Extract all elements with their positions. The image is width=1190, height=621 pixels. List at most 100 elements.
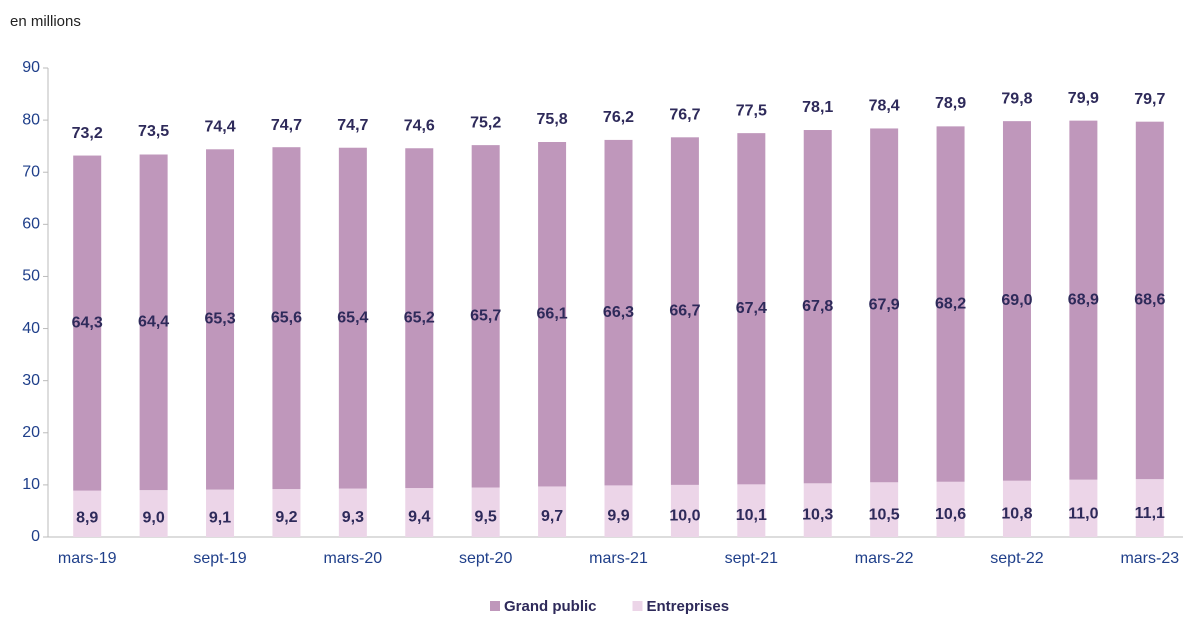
bar-segment: [870, 482, 899, 537]
bar-segment: [936, 481, 965, 537]
data-label: 10,8: [1001, 506, 1032, 523]
bar-segment: [538, 141, 567, 487]
data-label: 68,9: [1068, 291, 1099, 308]
bar-segment: [936, 126, 965, 482]
x-tick-label: mars-21: [589, 550, 648, 567]
bar-segment: [206, 149, 235, 490]
bar-segment: [870, 128, 899, 483]
data-label: 64,4: [138, 314, 169, 331]
data-label: 9,2: [275, 509, 297, 526]
y-tick-label: 30: [22, 372, 40, 389]
bar-segment: [471, 487, 500, 537]
y-tick-label: 40: [22, 320, 40, 337]
bar-segment: [139, 490, 168, 537]
y-tick-label: 80: [22, 111, 40, 128]
data-label: 65,3: [204, 311, 235, 328]
total-label: 76,2: [603, 109, 634, 126]
bar-segment: [737, 133, 766, 485]
data-label: 10,6: [935, 506, 966, 523]
bar-segment: [405, 488, 434, 537]
bar-segment: [471, 145, 500, 488]
data-label: 65,7: [470, 308, 501, 325]
total-label: 74,7: [337, 117, 368, 134]
data-label: 10,1: [736, 507, 767, 524]
data-label: 69,0: [1001, 292, 1032, 309]
bar-segment: [272, 147, 301, 490]
x-tick-label: sept-21: [725, 550, 778, 567]
y-tick-label: 20: [22, 424, 40, 441]
data-label: 67,9: [869, 297, 900, 314]
total-label: 76,7: [669, 107, 700, 124]
bar-segment: [338, 147, 367, 489]
total-label: 79,7: [1134, 91, 1165, 108]
total-label: 78,1: [802, 99, 833, 116]
x-tick-label: mars-23: [1120, 550, 1179, 567]
data-label: 65,2: [404, 309, 435, 326]
bar-segment: [1135, 479, 1164, 537]
bar-segment: [803, 483, 832, 537]
data-label: 8,9: [76, 510, 98, 527]
bar-segment: [1002, 480, 1031, 537]
bar-segment: [604, 485, 633, 537]
y-tick-label: 60: [22, 216, 40, 233]
data-label: 9,5: [475, 508, 497, 525]
total-label: 77,5: [736, 102, 767, 119]
data-label: 10,3: [802, 507, 833, 524]
bar-segment: [737, 484, 766, 537]
bar-segment: [73, 490, 102, 537]
data-label: 10,0: [669, 507, 700, 524]
data-label: 9,9: [607, 508, 629, 525]
bar-segment: [803, 130, 832, 484]
bar-segment: [670, 137, 699, 485]
bar-segment: [139, 154, 168, 491]
data-label: 65,4: [337, 309, 368, 326]
bar-segment: [538, 486, 567, 537]
x-tick-label: sept-20: [459, 550, 512, 567]
data-label: 66,7: [669, 302, 700, 319]
data-label: 9,7: [541, 508, 563, 525]
y-tick-label: 50: [22, 268, 40, 285]
data-label: 11,1: [1135, 505, 1165, 522]
bar-segment: [1069, 120, 1098, 480]
total-label: 78,9: [935, 95, 966, 112]
x-tick-label: sept-19: [193, 550, 246, 567]
legend-label: Entreprises: [647, 598, 730, 615]
data-label: 9,4: [408, 509, 430, 526]
data-label: 9,0: [142, 509, 164, 526]
bar-segment: [272, 489, 301, 537]
data-label: 67,4: [736, 300, 767, 317]
bar-segment: [206, 489, 235, 537]
bar-segment: [604, 139, 633, 486]
axis-label: en millions: [10, 13, 81, 30]
data-label: 67,8: [802, 298, 833, 315]
legend-label: Grand public: [504, 598, 597, 615]
data-label: 68,2: [935, 295, 966, 312]
total-label: 75,2: [470, 114, 501, 131]
data-label: 66,3: [603, 304, 634, 321]
bar-segment: [1002, 121, 1031, 481]
bar-segment: [338, 488, 367, 537]
legend-swatch: [632, 601, 643, 611]
data-label: 11,0: [1068, 505, 1098, 522]
total-label: 79,9: [1068, 90, 1099, 107]
data-label: 9,1: [209, 509, 231, 526]
x-tick-label: mars-19: [58, 550, 117, 567]
total-label: 79,8: [1001, 90, 1032, 107]
y-tick-label: 90: [22, 59, 40, 76]
y-tick-label: 10: [22, 476, 40, 493]
y-tick-label: 70: [22, 163, 40, 180]
total-label: 75,8: [537, 111, 568, 128]
total-label: 73,5: [138, 123, 169, 140]
data-label: 68,6: [1134, 292, 1165, 309]
data-label: 10,5: [869, 506, 900, 523]
total-label: 74,6: [404, 117, 435, 134]
total-label: 78,4: [869, 98, 900, 115]
legend-swatch: [490, 601, 500, 611]
total-label: 74,4: [204, 119, 235, 136]
bar-segment: [405, 148, 434, 489]
total-label: 74,7: [271, 117, 302, 134]
bar-segment: [73, 155, 102, 491]
bar-segment: [1069, 479, 1098, 537]
data-label: 65,6: [271, 309, 302, 326]
total-label: 73,2: [72, 125, 103, 142]
